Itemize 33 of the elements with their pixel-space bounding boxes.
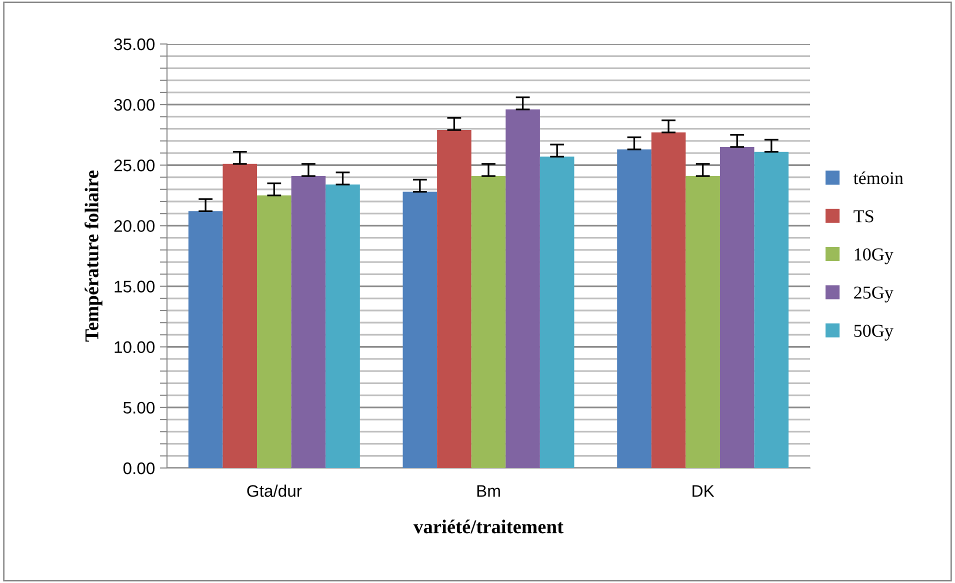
legend-label: 10Gy	[854, 248, 894, 264]
legend-label: 25Gy	[854, 286, 894, 302]
bar	[437, 130, 472, 468]
bar	[222, 164, 258, 468]
y-tick-label: 35.00	[114, 38, 155, 50]
bar	[540, 156, 574, 468]
y-tick-label: 0.00	[123, 462, 155, 474]
bar	[402, 192, 438, 468]
y-tick-label: 30.00	[114, 98, 155, 111]
bar	[651, 132, 686, 468]
bar	[188, 211, 223, 468]
bar	[686, 176, 720, 468]
y-axis-title: Température foliaire	[84, 170, 102, 342]
y-tick-label: 15.00	[114, 280, 155, 292]
bar	[754, 152, 789, 468]
y-tick-label: 5.00	[123, 402, 155, 414]
bar	[471, 176, 506, 468]
legend-label: TS	[854, 210, 874, 222]
x-tick-label: DK	[692, 485, 714, 497]
y-tick-label: 20.00	[114, 220, 155, 232]
bar	[326, 184, 360, 468]
bar	[291, 176, 326, 468]
bar	[720, 146, 754, 468]
bar	[506, 109, 540, 468]
y-tick-label: 10.00	[114, 341, 155, 354]
x-tick-label: Gta/dur	[247, 484, 302, 497]
x-tick-label: Bm	[477, 485, 500, 497]
bar	[617, 149, 652, 468]
bar	[257, 195, 292, 468]
y-tick-label: 25.00	[114, 160, 155, 172]
legend-label: 50Gy	[854, 324, 894, 341]
legend-label: témoin	[854, 171, 904, 184]
x-axis-title: variété/traitement	[413, 520, 564, 534]
